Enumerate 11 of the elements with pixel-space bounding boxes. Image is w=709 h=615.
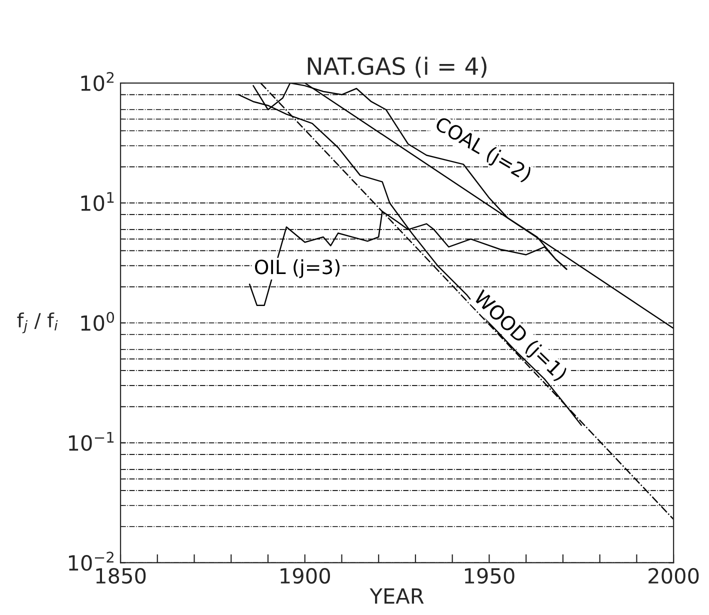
x-axis-title: YEAR xyxy=(370,588,424,604)
y-tick-label: 10$^{−1}$ xyxy=(69,432,114,451)
x-tick-label: 2000 xyxy=(648,568,699,584)
x-tick-label: 1900 xyxy=(280,568,330,584)
chart-title: NAT.GAS (i = 4) xyxy=(308,56,486,78)
y-tick-label: 10$^{2}$ xyxy=(81,72,114,92)
y-axis-title: f$_{j}$ / f$_{i}$ xyxy=(17,312,58,334)
series-label: OIL (j=3) xyxy=(254,259,340,278)
y-tick-label: 10$^{1}$ xyxy=(81,192,114,212)
x-tick-label: 1950 xyxy=(464,568,514,584)
y-tick-label: 10$^{0}$ xyxy=(81,312,114,331)
